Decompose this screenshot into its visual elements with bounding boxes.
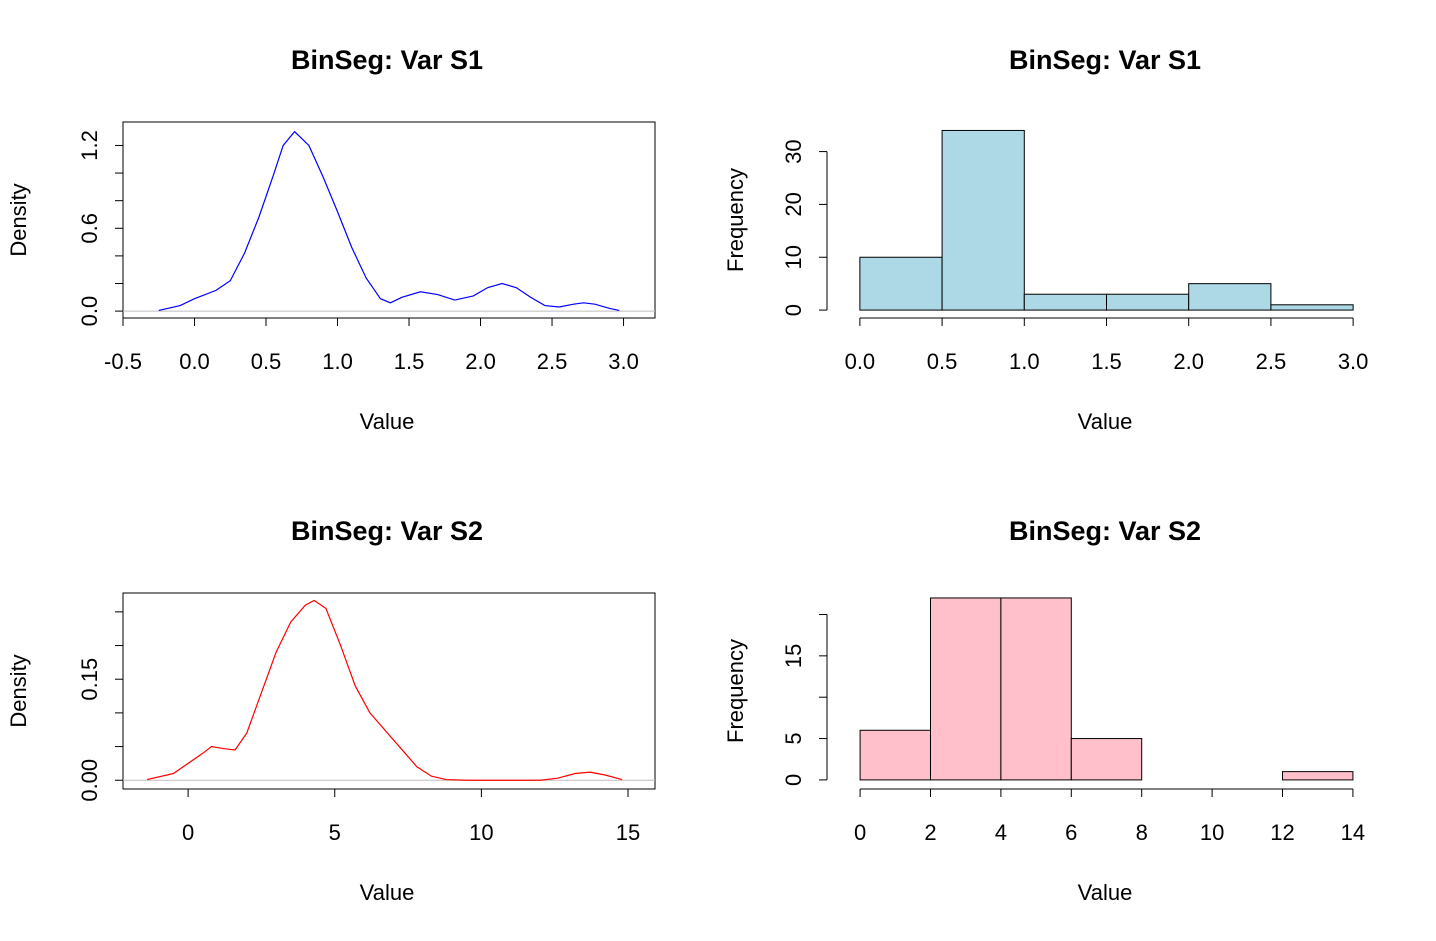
y-tick-label: 0.15 (77, 658, 102, 701)
y-tick-label: 30 (781, 139, 806, 163)
plot-box (122, 121, 656, 319)
x-tick-label: 8 (1136, 820, 1148, 845)
x-tick-label: 3.0 (608, 349, 639, 374)
x-tick-label: 2.0 (465, 349, 496, 374)
x-axis-label: Value (1078, 409, 1133, 434)
x-tick-label: 0.5 (251, 349, 282, 374)
x-tick-label: 1.0 (322, 349, 353, 374)
x-tick-label: 6 (1065, 820, 1077, 845)
y-tick-label: 0 (781, 774, 806, 786)
x-tick-label: 2.5 (537, 349, 568, 374)
x-tick-label: 1.5 (1091, 349, 1122, 374)
x-tick-label: 5 (329, 820, 341, 845)
chart-title: BinSeg: Var S2 (1009, 516, 1201, 546)
chart-title: BinSeg: Var S1 (1009, 45, 1201, 75)
x-tick-label: 14 (1341, 820, 1365, 845)
bar (1023, 293, 1107, 311)
bar (1106, 293, 1190, 311)
x-tick-label: 12 (1270, 820, 1294, 845)
y-tick-label: 15 (781, 644, 806, 668)
y-tick-label: 20 (781, 192, 806, 216)
y-tick-label: 1.2 (77, 130, 102, 161)
y-tick-label: 0.0 (77, 296, 102, 327)
y-axis-label: Density (6, 183, 31, 256)
x-tick-label: 0.5 (927, 349, 958, 374)
x-axis-label: Value (360, 880, 415, 905)
bar (1070, 738, 1143, 781)
x-tick-label: 10 (1200, 820, 1224, 845)
y-tick-label: 5 (781, 732, 806, 744)
x-tick-label: 2.5 (1256, 349, 1287, 374)
x-tick-label: 3.0 (1338, 349, 1369, 374)
y-axis-label: Frequency (723, 168, 748, 272)
y-tick-label: 0 (781, 304, 806, 316)
chart-title: BinSeg: Var S2 (291, 516, 483, 546)
x-tick-label: 0.0 (179, 349, 210, 374)
x-tick-label: 10 (469, 820, 493, 845)
bar (1188, 283, 1272, 311)
x-tick-label: -0.5 (104, 349, 142, 374)
x-axis-label: Value (1078, 880, 1133, 905)
bar (929, 597, 1002, 781)
y-axis-label: Density (6, 654, 31, 727)
density-line (146, 599, 623, 781)
bar (859, 256, 943, 311)
plot-box (122, 592, 656, 790)
bar (1282, 771, 1354, 781)
x-axis-label: Value (360, 409, 415, 434)
bar (1270, 304, 1354, 311)
y-tick-label: 10 (781, 245, 806, 269)
y-tick-label: 0.6 (77, 213, 102, 244)
x-tick-label: 15 (616, 820, 640, 845)
x-tick-label: 1.0 (1009, 349, 1040, 374)
bar (1000, 597, 1072, 781)
density-line (158, 130, 620, 311)
x-tick-label: 2.0 (1173, 349, 1204, 374)
x-tick-label: 1.5 (394, 349, 425, 374)
y-axis-label: Frequency (723, 639, 748, 743)
x-tick-label: 2 (924, 820, 936, 845)
x-tick-label: 4 (995, 820, 1007, 845)
y-tick-label: 0.00 (77, 759, 102, 802)
bar (859, 729, 931, 781)
x-tick-label: 0.0 (845, 349, 876, 374)
x-tick-label: 0 (854, 820, 866, 845)
chart-title: BinSeg: Var S1 (291, 45, 483, 75)
x-tick-label: 0 (182, 820, 194, 845)
bar (941, 129, 1025, 311)
